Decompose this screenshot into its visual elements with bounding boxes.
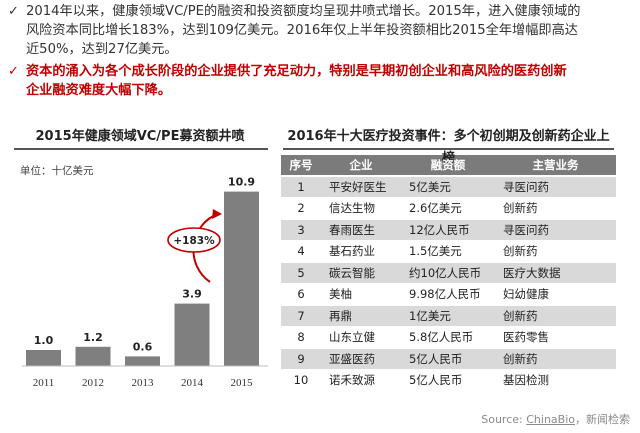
cell-company: 春雨医生	[321, 220, 401, 240]
cell-company: 平安好医生	[321, 177, 401, 197]
investment-table-panel: 2016年十大医疗投资事件：多个初创期及创新药企业上榜 序号 企业 融资额 主营…	[281, 126, 616, 410]
cell-company: 信达生物	[321, 198, 401, 218]
table-row: 1 平安好医生 5亿美元 寻医问药	[281, 177, 616, 197]
source-prefix: Source:	[481, 413, 523, 426]
cell-amount: 5亿人民币	[401, 349, 495, 369]
table-row: 3 春雨医生 12亿人民币 寻医问药	[281, 220, 616, 240]
cell-company: 山东立健	[321, 327, 401, 347]
table-row: 4 基石药业 1.5亿美元 创新药	[281, 241, 616, 261]
investment-table: 序号 企业 融资额 主营业务 1 平安好医生 5亿美元 寻医问药 2 信达生物 2.6亿美元…	[281, 153, 616, 392]
cell-business: 医药零售	[495, 327, 616, 347]
cell-business: 妇幼健康	[495, 284, 616, 304]
cell-business: 寻医问药	[495, 177, 616, 197]
growth-annotation: +183%	[167, 209, 222, 283]
header-company: 企业	[321, 155, 401, 175]
x-tick-label: 2013	[132, 377, 155, 389]
table-row: 5 碳云智能 约10亿人民币 医疗大数据	[281, 263, 616, 283]
cell-company: 再鼎	[321, 306, 401, 326]
bar-value-label: 1.0	[34, 334, 54, 347]
cell-no: 2	[281, 198, 321, 218]
bullet-line: 近50%，达到27亿美元。	[26, 42, 178, 57]
cell-amount: 1亿美元	[401, 306, 495, 326]
checkmark-icon: ✓	[8, 64, 19, 79]
cell-business: 创新药	[495, 198, 616, 218]
cell-no: 8	[281, 327, 321, 347]
cell-no: 10	[281, 370, 321, 390]
cell-no: 4	[281, 241, 321, 261]
bar-value-label: 10.9	[228, 176, 255, 189]
chart-plot: 单位：十亿美元 1.0 2011 1.2 2012 0.6 2013 3.9 2014 10.9…	[20, 164, 268, 389]
cell-no: 1	[281, 177, 321, 197]
header-no: 序号	[281, 155, 321, 175]
bar-value-label: 3.9	[182, 288, 202, 301]
cell-amount: 2.6亿美元	[401, 198, 495, 218]
bar-2015	[224, 191, 259, 366]
cell-amount: 5.8亿人民币	[401, 327, 495, 347]
cell-no: 9	[281, 349, 321, 369]
source-note: Source: ChinaBio，新闻检索	[481, 411, 630, 427]
table-row: 9 亚盛医药 5亿人民币 创新药	[281, 349, 616, 369]
cell-business: 医疗大数据	[495, 263, 616, 283]
checkmark-icon: ✓	[8, 4, 19, 19]
bar-2011	[26, 350, 61, 366]
cell-business: 基因检测	[495, 370, 616, 390]
cell-company: 诺禾致源	[321, 370, 401, 390]
cell-business: 创新药	[495, 306, 616, 326]
header-amount: 融资额	[401, 155, 495, 175]
cell-business: 创新药	[495, 349, 616, 369]
cell-amount: 9.98亿人民币	[401, 284, 495, 304]
cell-no: 3	[281, 220, 321, 240]
bullet-point-capital: ✓ 资本的涌入为各个成长阶段的企业提供了充足动力，特别是早期初创企业和高风险的医…	[6, 62, 634, 100]
cell-business: 创新药	[495, 241, 616, 261]
bullet-list: ✓ 2014年以来，健康领域VC/PE的融资和投资额度均呈现井喷式增长。2015…	[6, 2, 634, 100]
cell-company: 美柚	[321, 284, 401, 304]
cell-company: 亚盛医药	[321, 349, 401, 369]
cell-amount: 约10亿人民币	[401, 263, 495, 283]
growth-label: +183%	[173, 235, 215, 247]
table-title-divider	[283, 148, 614, 150]
cell-amount: 5亿美元	[401, 177, 495, 197]
cell-amount: 5亿人民币	[401, 370, 495, 390]
x-tick-label: 2015	[231, 377, 254, 389]
bar-2013	[125, 356, 160, 366]
table-row: 10 诺禾致源 5亿人民币 基因检测	[281, 370, 616, 390]
cell-company: 基石药业	[321, 241, 401, 261]
bar-value-label: 1.2	[83, 331, 103, 344]
chart-title: 2015年健康领域VC/PE募资额井喷	[35, 129, 245, 144]
source-name: ChinaBio	[526, 413, 575, 426]
x-tick-label: 2014	[181, 377, 204, 389]
table-row: 7 再鼎 1亿美元 创新药	[281, 306, 616, 326]
fundraising-chart: 2015年健康领域VC/PE募资额井喷 单位：十亿美元 1.0 2011 1.2 20…	[6, 126, 274, 426]
chart-title-divider	[14, 148, 268, 150]
cell-no: 7	[281, 306, 321, 326]
table-row: 6 美柚 9.98亿人民币 妇幼健康	[281, 284, 616, 304]
bullet-line: 2014年以来，健康领域VC/PE的融资和投资额度均呈现井喷式增长。2015年，…	[26, 4, 581, 19]
bar-2014	[174, 303, 210, 366]
source-suffix: ，新闻检索	[575, 413, 630, 426]
bullet-line: 资本的涌入为各个成长阶段的企业提供了充足动力，特别是早期初创企业和高风险的医药创…	[26, 64, 567, 79]
unit-label: 单位：十亿美元	[20, 164, 94, 177]
table-title: 2016年十大医疗投资事件：多个初创期及创新药企业上榜	[287, 129, 610, 166]
table-header-row: 序号 企业 融资额 主营业务	[281, 155, 616, 175]
bar-2012	[75, 346, 111, 366]
arrow-head-icon	[212, 209, 222, 219]
cell-business: 寻医问药	[495, 220, 616, 240]
cell-amount: 12亿人民币	[401, 220, 495, 240]
x-tick-label: 2012	[82, 377, 104, 389]
x-tick-label: 2011	[33, 377, 55, 389]
header-business: 主营业务	[495, 155, 616, 175]
table-row: 2 信达生物 2.6亿美元 创新药	[281, 198, 616, 218]
cell-company: 碳云智能	[321, 263, 401, 283]
bar-value-label: 0.6	[133, 340, 153, 353]
cell-no: 5	[281, 263, 321, 283]
bullet-point-growth: ✓ 2014年以来，健康领域VC/PE的融资和投资额度均呈现井喷式增长。2015…	[6, 2, 634, 59]
growth-badge	[167, 227, 221, 253]
bullet-line: 风险资本同比增长183%，达到109亿美元。2016年仅上半年投资额相比2015…	[26, 23, 578, 38]
bullet-line: 企业融资难度大幅下降。	[26, 83, 172, 98]
cell-no: 6	[281, 284, 321, 304]
cell-amount: 1.5亿美元	[401, 241, 495, 261]
table-row: 8 山东立健 5.8亿人民币 医药零售	[281, 327, 616, 347]
